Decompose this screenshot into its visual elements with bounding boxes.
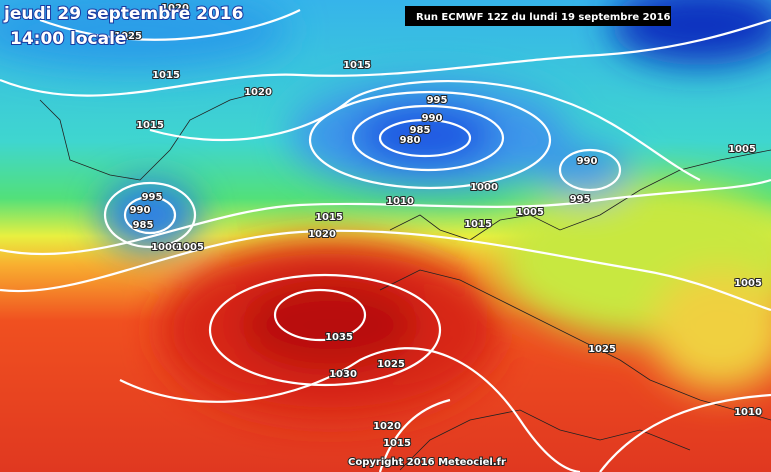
isobar-label: 990 [130,205,151,216]
isobars [0,9,771,472]
isobar-label: 995 [142,192,163,203]
forecast-date: jeudi 29 septembre 2016 [3,4,243,24]
isobar-label: 1015 [136,120,164,131]
isobar-label: 1015 [343,60,371,71]
isobar-label: 1015 [152,70,180,81]
isobar-label: 1005 [734,278,762,289]
isobar-label: 1015 [464,219,492,230]
copyright: Copyright 2016 Meteociel.fr [348,457,506,468]
run-banner [405,6,671,26]
isobar-label: 1005 [516,207,544,218]
isobar-label: 980 [400,135,421,146]
isobar-label: 985 [133,220,154,231]
forecast-time: 14:00 locale [10,29,126,49]
isobar-label: 1015 [315,212,343,223]
isobar-label: 1000 [151,242,179,253]
isobar-label: 1020 [161,3,189,14]
isobar-label: 1035 [325,332,353,343]
isobar-label: 985 [410,125,431,136]
isobar-label: 990 [577,156,598,167]
isobar-label: 1020 [373,421,401,432]
isobar-label: 1015 [383,438,411,449]
isobar-label: 995 [427,95,448,106]
run-info: Run ECMWF 12Z du lundi 19 septembre 2016 [416,12,671,23]
isobar-label: 1010 [386,196,414,207]
isobar-labels: 1020102510151015102010159959909859801000… [113,2,763,450]
isobar-label: 1005 [176,242,204,253]
isobar-label: 1005 [728,144,756,155]
isobar-label: 1000 [470,182,498,193]
isobar-label: 990 [422,113,443,124]
isobar-label: 1030 [329,369,357,380]
isobar-label: 1025 [377,359,405,370]
isobar-label: 1020 [308,229,336,240]
isobar-label: 995 [570,194,591,205]
isobar-label: 1025 [588,344,616,355]
isobar-label: 1020 [244,87,272,98]
isobar-label: 1010 [734,407,762,418]
coastlines [39,89,771,471]
isobar-label: 1025 [114,31,142,42]
